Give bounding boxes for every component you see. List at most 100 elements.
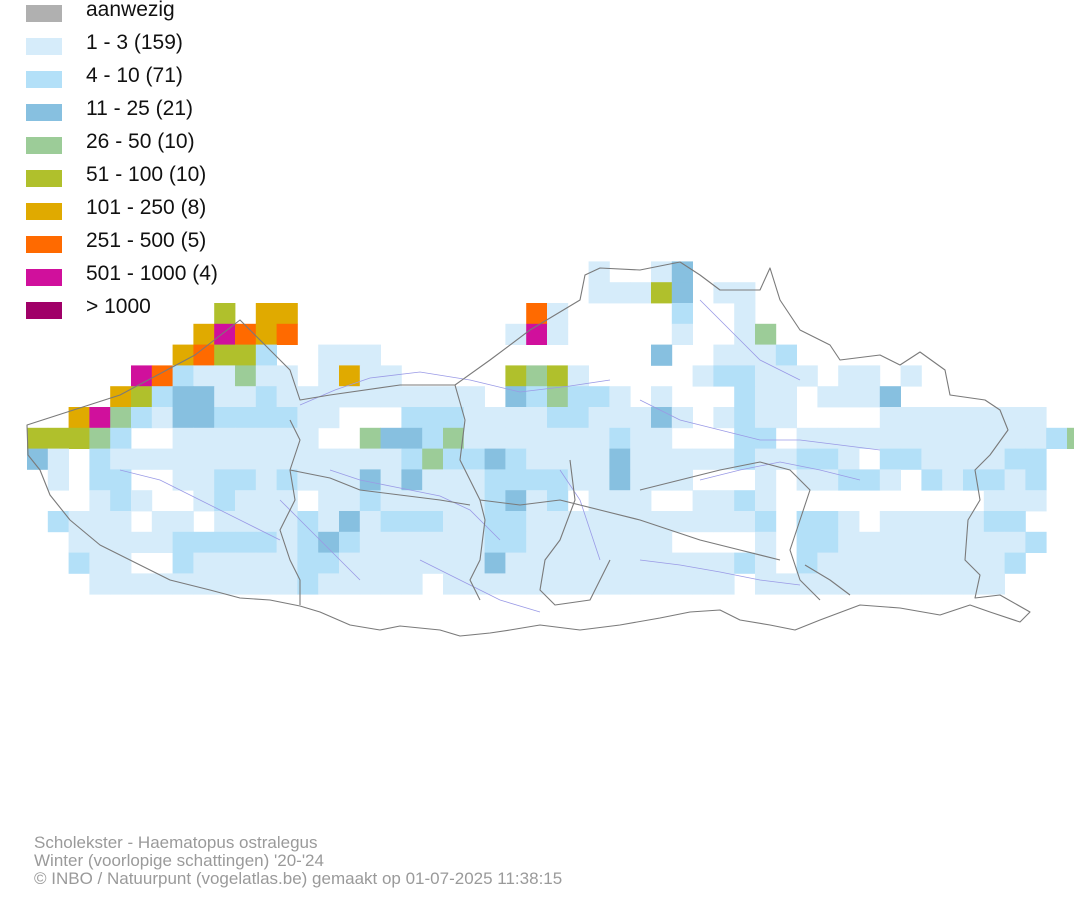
grid-cell — [214, 407, 236, 429]
grid-cell — [151, 365, 173, 387]
grid-cell — [859, 386, 881, 408]
grid-cell — [900, 573, 922, 595]
grid-cell — [276, 573, 298, 595]
grid-cell — [1025, 469, 1047, 491]
grid-cell — [214, 573, 236, 595]
grid-cell — [172, 448, 194, 470]
grid-cell — [921, 531, 943, 553]
grid-cell — [921, 552, 943, 574]
grid-cell — [755, 427, 777, 449]
grid-cell — [359, 365, 381, 387]
grid-cell — [734, 427, 756, 449]
rivers — [119, 299, 881, 613]
grid-cell — [172, 531, 194, 553]
grid-cell — [755, 469, 777, 491]
grid-cell — [297, 552, 319, 574]
grid-cell — [505, 531, 527, 553]
grid-cell — [193, 323, 215, 345]
grid-cell — [963, 448, 985, 470]
grid-cell — [68, 531, 90, 553]
grid-cell — [297, 427, 319, 449]
grid-cell — [422, 552, 444, 574]
grid-cell — [879, 407, 901, 429]
grid-cell — [422, 386, 444, 408]
grid-cell — [796, 552, 818, 574]
grid-cell — [921, 448, 943, 470]
grid-cell — [942, 407, 964, 429]
grid-cell — [817, 386, 839, 408]
grid-cell — [151, 511, 173, 533]
grid-cell — [588, 573, 610, 595]
grid-cell — [47, 448, 69, 470]
grid-cell — [588, 261, 610, 283]
grid-cell — [1067, 427, 1074, 449]
grid-cell — [401, 448, 423, 470]
grid-cell — [463, 427, 485, 449]
grid-cell — [339, 386, 361, 408]
grid-cell — [671, 573, 693, 595]
grid-cell — [1025, 531, 1047, 553]
grid-cell — [172, 552, 194, 574]
grid-cell — [526, 552, 548, 574]
grid-cell — [1025, 427, 1047, 449]
grid-cell — [463, 407, 485, 429]
grid-cell — [900, 365, 922, 387]
grid-cell — [484, 448, 506, 470]
grid-cell — [443, 531, 465, 553]
grid-cell — [380, 552, 402, 574]
grid-cell — [879, 531, 901, 553]
grid-cell — [255, 365, 277, 387]
grid-cell — [401, 490, 423, 512]
grid-cell — [110, 531, 132, 553]
grid-cell — [68, 552, 90, 574]
credit-line: © INBO / Natuurpunt (vogelatlas.be) gema… — [34, 869, 563, 888]
grid-cell — [609, 573, 631, 595]
grid-cell — [692, 490, 714, 512]
grid-cell — [214, 344, 236, 366]
grid-cell — [838, 573, 860, 595]
grid-cell — [89, 469, 111, 491]
grid-cell — [879, 511, 901, 533]
grid-cell — [983, 448, 1005, 470]
grid-cell — [359, 427, 381, 449]
grid-cell — [214, 386, 236, 408]
border-line — [289, 469, 471, 506]
grid-cell — [484, 511, 506, 533]
grid-cell — [151, 386, 173, 408]
grid-cell — [671, 282, 693, 304]
grid-cell — [422, 407, 444, 429]
grid-cell — [110, 573, 132, 595]
grid-cell — [838, 531, 860, 553]
grid-cell — [609, 427, 631, 449]
border-line — [279, 419, 301, 605]
grid-cell — [630, 469, 652, 491]
grid-cell — [567, 511, 589, 533]
grid-cell — [734, 407, 756, 429]
grid-cell — [671, 469, 693, 491]
grid-cell — [463, 469, 485, 491]
grid-cell — [463, 511, 485, 533]
grid-cell — [713, 282, 735, 304]
grid-cell — [547, 469, 569, 491]
grid-cell — [567, 365, 589, 387]
grid-cell — [775, 344, 797, 366]
grid-cell — [255, 323, 277, 345]
grid-cell — [1004, 490, 1026, 512]
grid-cell — [339, 490, 361, 512]
grid-cell — [214, 531, 236, 553]
grid-cell — [713, 490, 735, 512]
grid-cell — [983, 531, 1005, 553]
grid-cell — [380, 386, 402, 408]
grid-cell — [963, 552, 985, 574]
grid-cell — [526, 407, 548, 429]
grid-cell — [463, 531, 485, 553]
grid-cell — [172, 427, 194, 449]
grid-cell — [89, 427, 111, 449]
legend-swatch — [26, 236, 62, 253]
grid-cell — [588, 407, 610, 429]
legend-swatch — [26, 71, 62, 88]
grid-cell — [983, 511, 1005, 533]
grid-cell — [47, 469, 69, 491]
grid-cell — [131, 573, 153, 595]
grid-cell — [838, 469, 860, 491]
